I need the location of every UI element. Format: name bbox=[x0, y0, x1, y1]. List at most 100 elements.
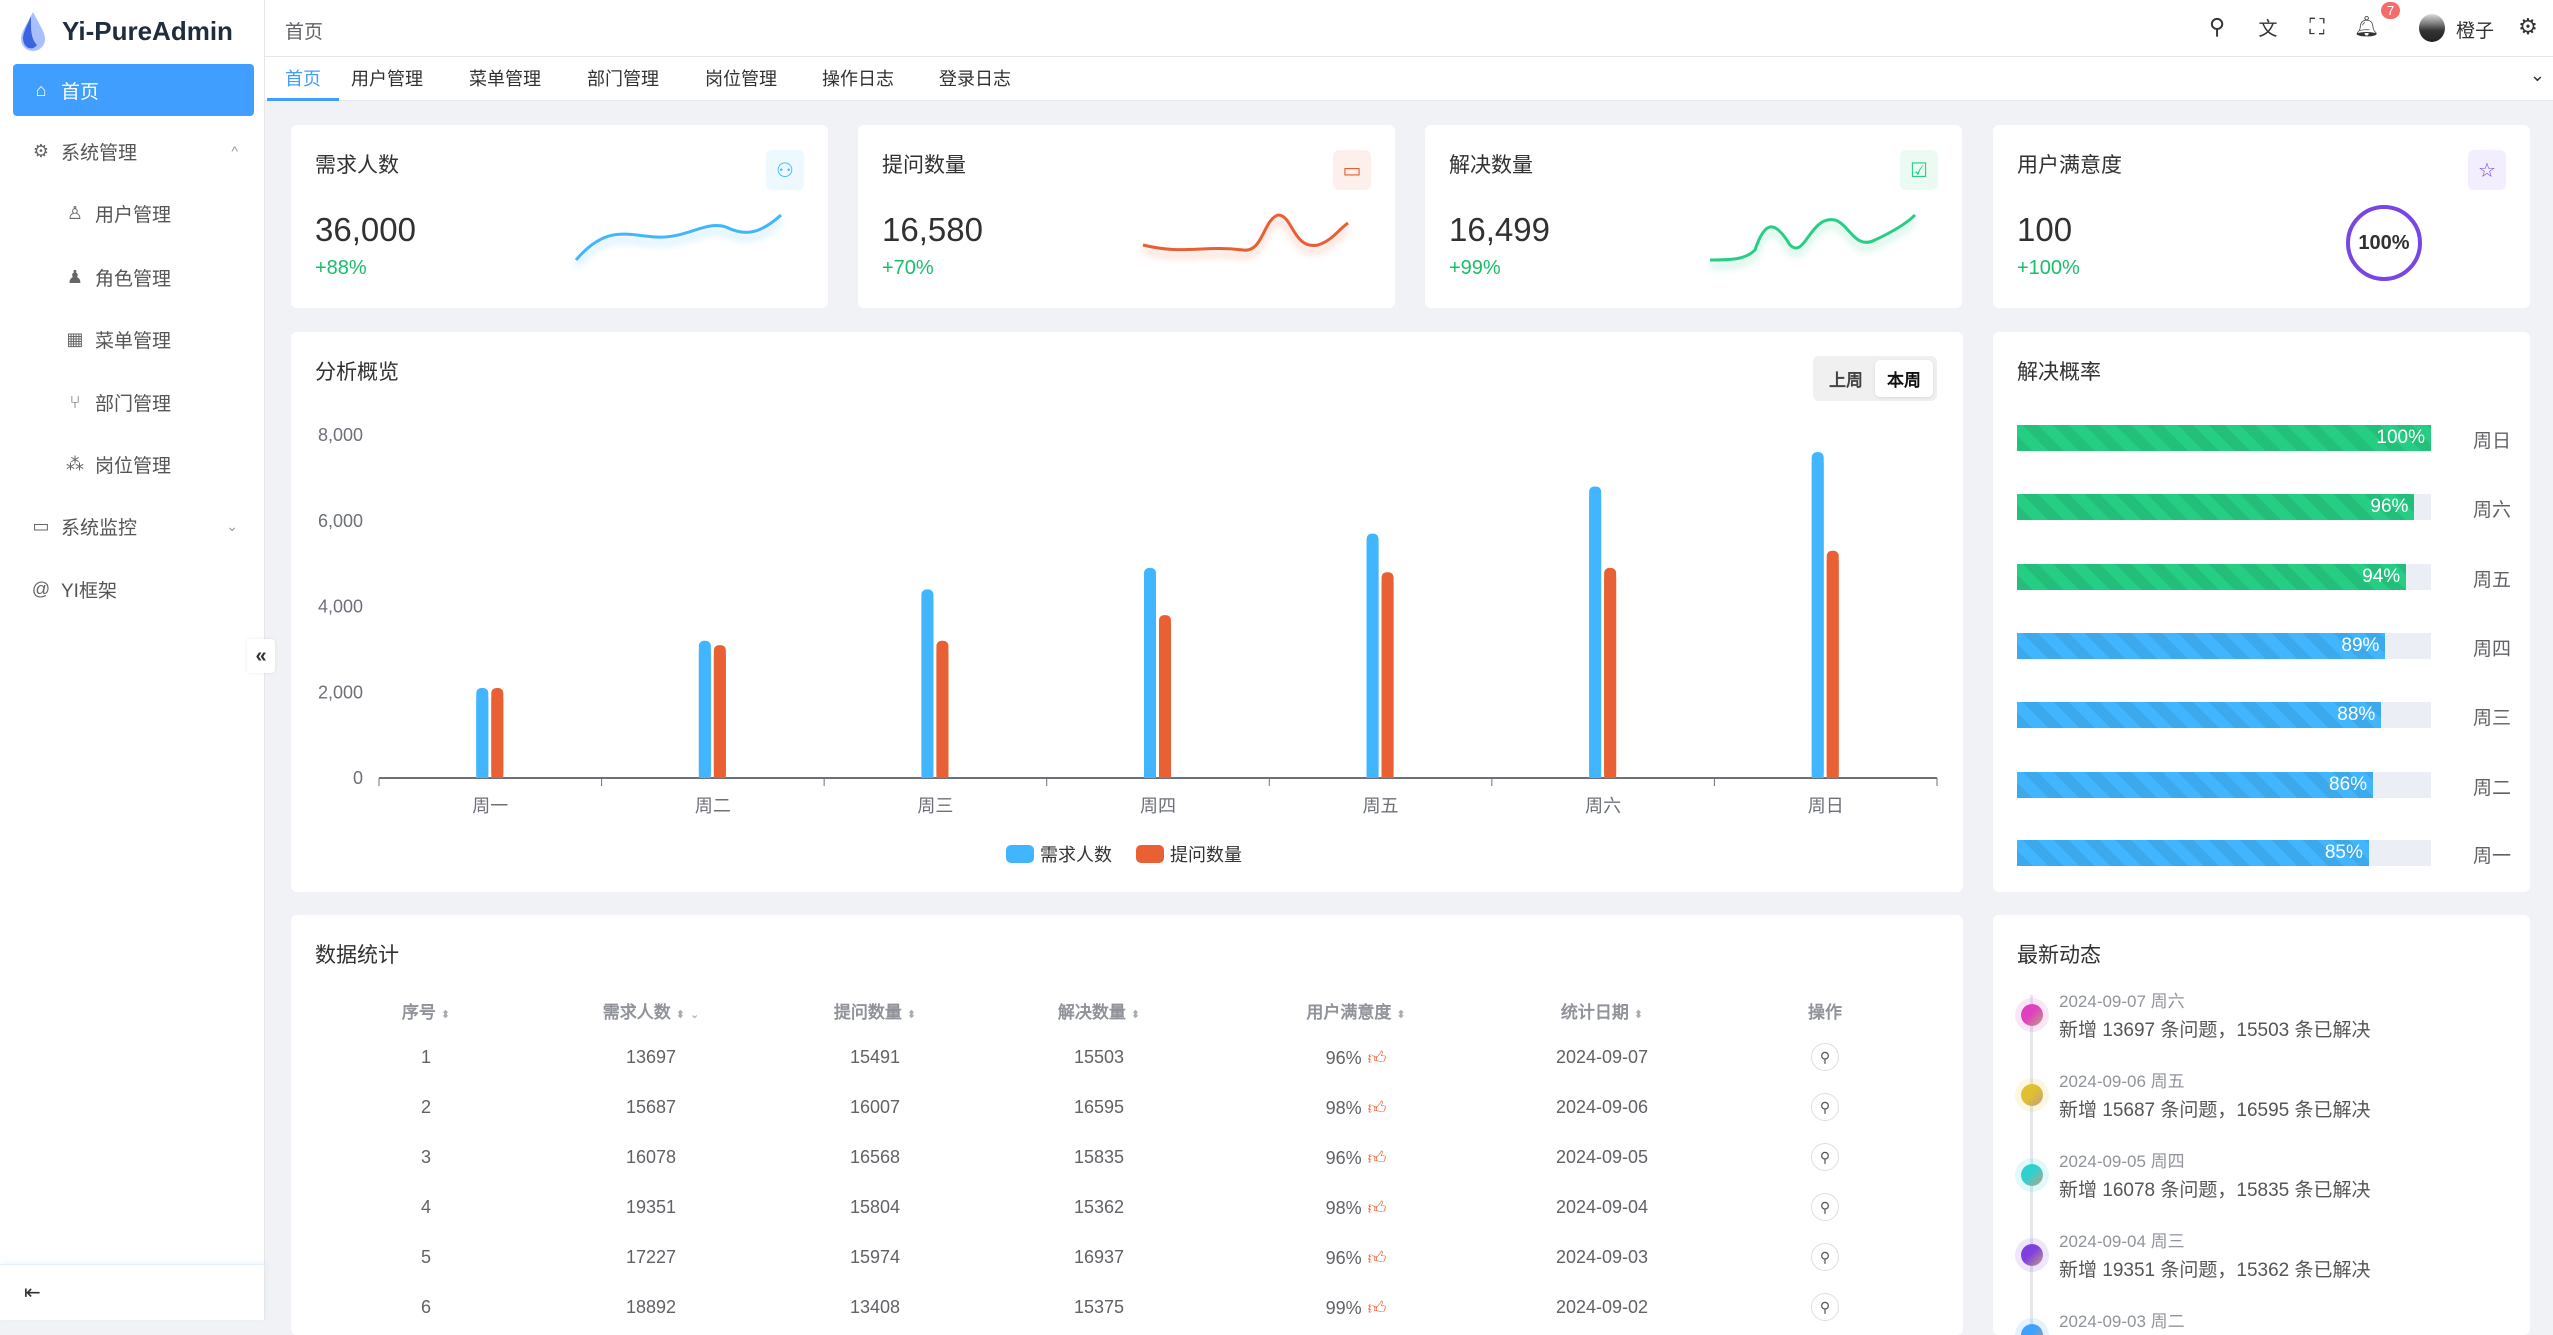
settings-gear-icon[interactable]: ⚙ bbox=[2518, 14, 2538, 39]
collapse-sidebar-button[interactable]: « bbox=[247, 639, 275, 673]
username[interactable]: 橙子 bbox=[2456, 21, 2495, 42]
avatar[interactable] bbox=[2419, 14, 2445, 42]
sparkline bbox=[574, 213, 783, 261]
header: 首页 bbox=[265, 0, 2553, 57]
notification-badge: 7 bbox=[2381, 2, 2401, 19]
timeline-date: 2024-09-07 周六 bbox=[2059, 992, 2185, 1011]
timeline-text: 新增 13697 条问题，15503 条已解决 bbox=[2059, 1020, 2371, 1041]
toggle-menu-button[interactable]: ⇤ bbox=[0, 1264, 265, 1320]
table-cell: 2024-09-02 bbox=[1556, 1297, 1648, 1318]
search-icon[interactable]: ⚲ bbox=[2208, 14, 2226, 39]
view-detail-button[interactable]: ⚲ bbox=[1811, 1143, 1839, 1171]
fullscreen-icon[interactable]: ⛶ bbox=[2309, 14, 2325, 39]
legend-label[interactable]: 提问数量 bbox=[1170, 845, 1242, 865]
table-cell: 3 bbox=[421, 1147, 431, 1168]
timeline-date: 2024-09-04 周三 bbox=[2059, 1232, 2185, 1251]
stat-card-1: 提问数量 ▭ 16,580 +70% bbox=[858, 125, 1395, 308]
table-cell: 2024-09-04 bbox=[1556, 1197, 1648, 1218]
stat-value: 16,499 bbox=[1449, 211, 1550, 248]
view-detail-button[interactable]: ⚲ bbox=[1811, 1043, 1839, 1071]
progress-fill: 89% bbox=[2017, 633, 2385, 659]
table-cell: 5 bbox=[421, 1247, 431, 1268]
table-cell: 2 bbox=[421, 1097, 431, 1118]
cell-text: 2024-09-05 bbox=[1555, 1147, 1649, 1167]
view-detail-button[interactable]: ⚲ bbox=[1811, 1293, 1839, 1321]
cell-text: 16937 bbox=[1073, 1247, 1125, 1267]
column-header[interactable]: 解决数量 ⬍ bbox=[1058, 998, 1140, 1023]
progress-bar: 94% bbox=[2017, 564, 2431, 590]
sidebar-item-3[interactable]: ♟ 角色管理 bbox=[13, 251, 254, 303]
tab-1[interactable]: 用户管理 bbox=[351, 69, 423, 89]
progress-day: 周一 bbox=[2473, 846, 2512, 867]
bar-body bbox=[1811, 462, 1824, 778]
progress-bar: 85% bbox=[2017, 840, 2431, 866]
legend-swatch[interactable] bbox=[1136, 845, 1164, 863]
sort-icon[interactable]: ⬍ bbox=[1633, 1009, 1644, 1021]
sort-icon[interactable]: ⬍ bbox=[906, 1009, 917, 1021]
progress-bar: 88% bbox=[2017, 702, 2431, 728]
last-week-button[interactable]: 上周 bbox=[1829, 371, 1863, 390]
tab-3[interactable]: 部门管理 bbox=[587, 69, 659, 89]
sidebar-item-1[interactable]: ⚙ 系统管理 ^ bbox=[13, 125, 254, 177]
filter-chevron-icon[interactable]: ⌄ bbox=[690, 1009, 700, 1021]
logo[interactable]: Yi-PureAdmin bbox=[18, 10, 233, 52]
progress-fill: 85% bbox=[2017, 840, 2369, 866]
column-header[interactable]: 用户满意度 ⬍ bbox=[1306, 998, 1405, 1023]
bar-body bbox=[1159, 625, 1171, 778]
column-header[interactable]: 序号 ⬍ bbox=[402, 998, 450, 1023]
view-detail-button[interactable]: ⚲ bbox=[1811, 1093, 1839, 1121]
table-cell: 2024-09-03 bbox=[1556, 1247, 1648, 1268]
x-tick-label: 周六 bbox=[1585, 796, 1621, 816]
view-detail-button[interactable]: ⚲ bbox=[1811, 1193, 1839, 1221]
sidebar-item-label: 部门管理 bbox=[95, 393, 172, 415]
column-header: 操作 bbox=[1808, 998, 1842, 1023]
tab-2[interactable]: 菜单管理 bbox=[469, 69, 541, 89]
tab-6[interactable]: 登录日志 bbox=[939, 69, 1011, 89]
cell-text: 2 bbox=[420, 1097, 432, 1117]
sort-icon[interactable]: ⬍ bbox=[675, 1009, 685, 1021]
sort-icon[interactable]: ⬍ bbox=[1130, 1009, 1141, 1021]
progress-fill: 88% bbox=[2017, 702, 2381, 728]
bar-body bbox=[713, 655, 726, 778]
tab-5[interactable]: 操作日志 bbox=[822, 69, 894, 89]
sidebar-item-2[interactable]: ♙ 用户管理 bbox=[13, 187, 254, 239]
sort-icon[interactable]: ⬍ bbox=[1396, 1009, 1406, 1021]
cell-text: 15835 bbox=[1073, 1147, 1125, 1167]
bell-icon[interactable]: 🔔︎ bbox=[2354, 16, 2378, 38]
resolve-rate-title: 解决概率 bbox=[2017, 361, 2101, 384]
legend-swatch[interactable] bbox=[1006, 845, 1034, 863]
tabs-chevron-down-icon[interactable]: ⌄ bbox=[2529, 65, 2545, 85]
progress-day: 周五 bbox=[2473, 570, 2512, 591]
table-cell: 16007 bbox=[850, 1097, 900, 1118]
bar-body bbox=[936, 650, 949, 778]
sidebar-item-4[interactable]: ▦ 菜单管理 bbox=[13, 313, 254, 365]
translate-icon[interactable]: 文 bbox=[2258, 19, 2278, 40]
sidebar-item-label: YI框架 bbox=[61, 580, 117, 602]
overview-title: 分析概览 bbox=[315, 361, 399, 384]
table-cell: 17227 bbox=[626, 1247, 676, 1268]
sidebar-item-7[interactable]: ▭ 系统监控 ⌄ bbox=[13, 500, 254, 552]
legend-label[interactable]: 需求人数 bbox=[1040, 845, 1112, 865]
sidebar-item-6[interactable]: ⁂ 岗位管理 bbox=[13, 438, 254, 490]
column-header[interactable]: 统计日期 ⬍ bbox=[1561, 998, 1643, 1023]
tab-0[interactable]: 首页 bbox=[267, 57, 339, 101]
this-week-button[interactable]: 本周 bbox=[1875, 360, 1933, 397]
progress-day: 周日 bbox=[2473, 431, 2512, 452]
column-header[interactable]: 提问数量 ⬍ bbox=[834, 998, 916, 1023]
table-cell: 15974 bbox=[850, 1247, 900, 1268]
bar-body bbox=[1381, 582, 1394, 778]
sidebar-item-8[interactable]: @ YI框架 bbox=[13, 563, 254, 615]
breadcrumb[interactable]: 首页 bbox=[285, 22, 324, 43]
tab-4[interactable]: 岗位管理 bbox=[705, 69, 777, 89]
column-header[interactable]: 需求人数 ⬍ ⌄ bbox=[603, 998, 699, 1023]
cell-text: 16595 bbox=[1073, 1097, 1125, 1117]
bar-body bbox=[1144, 577, 1156, 778]
branch-icon: ⑂ bbox=[69, 391, 81, 412]
sort-icon[interactable]: ⬍ bbox=[440, 1009, 451, 1021]
stat-card-3: 用户满意度 ☆ 100 +100% 100% bbox=[1993, 125, 2530, 308]
sidebar-item-0[interactable]: ⌂ 首页 bbox=[13, 64, 254, 116]
sidebar-item-5[interactable]: ⑂ 部门管理 bbox=[13, 376, 254, 428]
cell-text: 16007 bbox=[849, 1097, 901, 1117]
view-detail-button[interactable]: ⚲ bbox=[1811, 1243, 1839, 1271]
thumbs-up-icon: 👍︎ bbox=[1367, 1098, 1387, 1118]
